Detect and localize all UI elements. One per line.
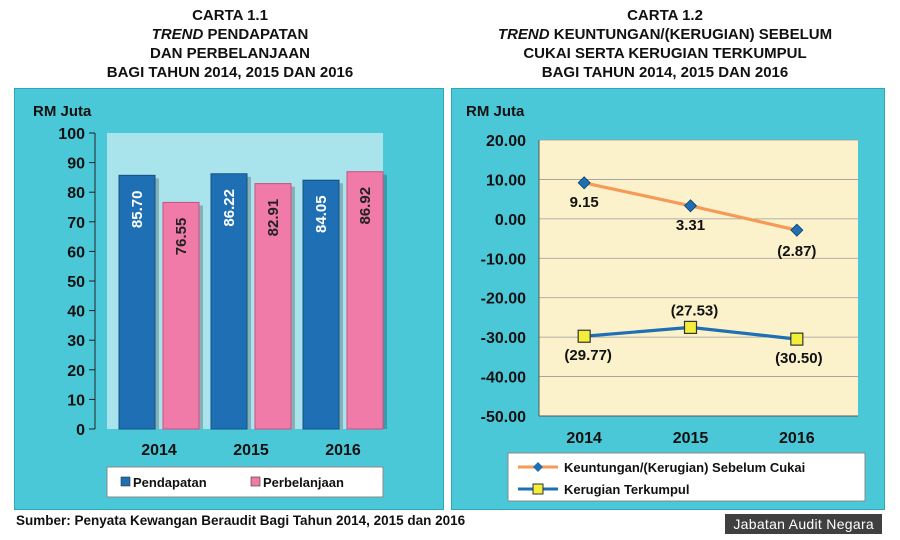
y-tick-label: 80 — [67, 185, 85, 202]
data-label: 84.05 — [313, 195, 330, 233]
x-tick-label: 2016 — [325, 442, 361, 459]
source-note: Sumber: Penyata Kewangan Beraudit Bagi T… — [16, 513, 466, 528]
bar-perbelanjaan-2015 — [254, 183, 292, 430]
chart2-title-line1: CARTA 1.2 — [627, 7, 703, 24]
data-point-square — [683, 320, 698, 335]
legend-marker-square — [532, 483, 544, 495]
y-axis-label: RM Juta — [33, 103, 92, 120]
data-label: (30.50) — [775, 350, 823, 367]
data-label: 76.55 — [173, 218, 190, 256]
data-label: 82.91 — [265, 199, 282, 237]
data-point-square — [790, 332, 804, 346]
y-tick-label: -50.00 — [481, 409, 526, 426]
y-tick-label: 10.00 — [486, 172, 526, 189]
data-point-diamond — [683, 199, 698, 213]
bar-perbelanjaan-2014 — [162, 201, 200, 430]
legend-label: Pendapatan — [133, 475, 207, 490]
data-label: 86.22 — [221, 189, 238, 227]
legend-box — [507, 452, 866, 502]
y-tick-label: 70 — [67, 215, 85, 232]
y-tick-label: 60 — [67, 244, 85, 261]
data-point-diamond — [790, 223, 804, 237]
chart1-title-line3: DAN PERBELANJAAN — [149, 45, 310, 62]
chart1-title-trend: TREND — [151, 26, 204, 43]
legend-swatch — [250, 476, 261, 487]
y-tick-label: -40.00 — [481, 370, 526, 387]
y-tick-label: 40 — [67, 304, 85, 321]
line-chart: RM Juta -50.00 -40.00 -30.00 -20.00 -10.00 0.0… — [466, 103, 866, 502]
chart1-title-line2: TREND PENDAPATAN — [20, 25, 440, 44]
x-tick-label: 2014 — [141, 442, 177, 459]
y-tick-label: 0.00 — [495, 212, 526, 229]
data-label: (27.53) — [671, 302, 719, 319]
x-tick-label: 2014 — [566, 430, 602, 447]
data-point-square — [577, 329, 591, 343]
chart2-title-trend: TREND — [497, 26, 550, 43]
chart1-title: CARTA 1.1 TREND PENDAPATAN DAN PERBELANJ… — [20, 6, 440, 82]
y-tick-label: 30 — [67, 333, 85, 350]
chart2-title-line3: CUKAI SERTA KERUGIAN TERKUMPUL — [523, 45, 807, 62]
bar-chart: RM Juta 0 10 20 30 40 50 60 70 80 90 100 2014 85.70 76… — [33, 103, 387, 498]
y-tick-label: -20.00 — [481, 291, 526, 308]
chart1-title-rest: PENDAPATAN — [203, 26, 309, 43]
data-label: 85.70 — [129, 191, 146, 229]
legend-box — [106, 466, 384, 498]
y-tick-label: 50 — [67, 274, 85, 291]
data-label: (2.87) — [777, 243, 816, 260]
y-axis-label: RM Juta — [466, 103, 525, 120]
y-tick-label: -10.00 — [481, 251, 526, 268]
legend-label: Kerugian Terkumpul — [564, 482, 689, 497]
y-tick-label: 20.00 — [486, 133, 526, 150]
y-tick-label: 0 — [76, 422, 85, 439]
x-tick-label: 2015 — [233, 442, 269, 459]
watermark: Jabatan Audit Negara — [725, 514, 882, 534]
legend-marker-diamond — [533, 462, 543, 472]
x-tick-label: 2015 — [673, 430, 709, 447]
chart2-title-line4: BAGI TAHUN 2014, 2015 DAN 2016 — [541, 64, 789, 81]
legend-label: Perbelanjaan — [263, 475, 344, 490]
chart2-title: CARTA 1.2 TREND KEUNTUNGAN/(KERUGIAN) SE… — [450, 6, 880, 82]
data-label: 9.15 — [570, 194, 599, 211]
bar-perbelanjaan-2016 — [346, 171, 384, 430]
y-tick-label: -30.00 — [481, 330, 526, 347]
chart2-title-line2: TREND KEUNTUNGAN/(KERUGIAN) SEBELUM — [450, 25, 880, 44]
chart1-title-line4: BAGI TAHUN 2014, 2015 DAN 2016 — [106, 64, 354, 81]
y-tick-label: 100 — [58, 126, 85, 143]
legend-swatch — [120, 476, 131, 487]
data-label: (29.77) — [564, 347, 612, 364]
bar-pendapatan-2014 — [118, 174, 156, 430]
line-chart-panel: RM Juta -50.00 -40.00 -30.00 -20.00 -10.00 0.0… — [451, 88, 885, 510]
bar-pendapatan-2015 — [210, 173, 248, 430]
y-tick-label: 90 — [67, 156, 85, 173]
legend-label: Keuntungan/(Kerugian) Sebelum Cukai — [564, 460, 805, 475]
x-tick-label: 2016 — [779, 430, 815, 447]
chart1-title-line1: CARTA 1.1 — [192, 7, 268, 24]
data-point-diamond — [577, 176, 591, 190]
bar-pendapatan-2016 — [302, 179, 340, 430]
data-label: 3.31 — [676, 217, 705, 234]
y-tick-label: 10 — [67, 392, 85, 409]
bar-chart-panel: RM Juta 0 10 20 30 40 50 60 70 80 90 100 2014 85.70 76… — [14, 88, 444, 510]
chart2-title-rest: KEUNTUNGAN/(KERUGIAN) SEBELUM — [549, 26, 833, 43]
data-label: 86.92 — [357, 187, 374, 225]
y-tick-label: 20 — [67, 363, 85, 380]
